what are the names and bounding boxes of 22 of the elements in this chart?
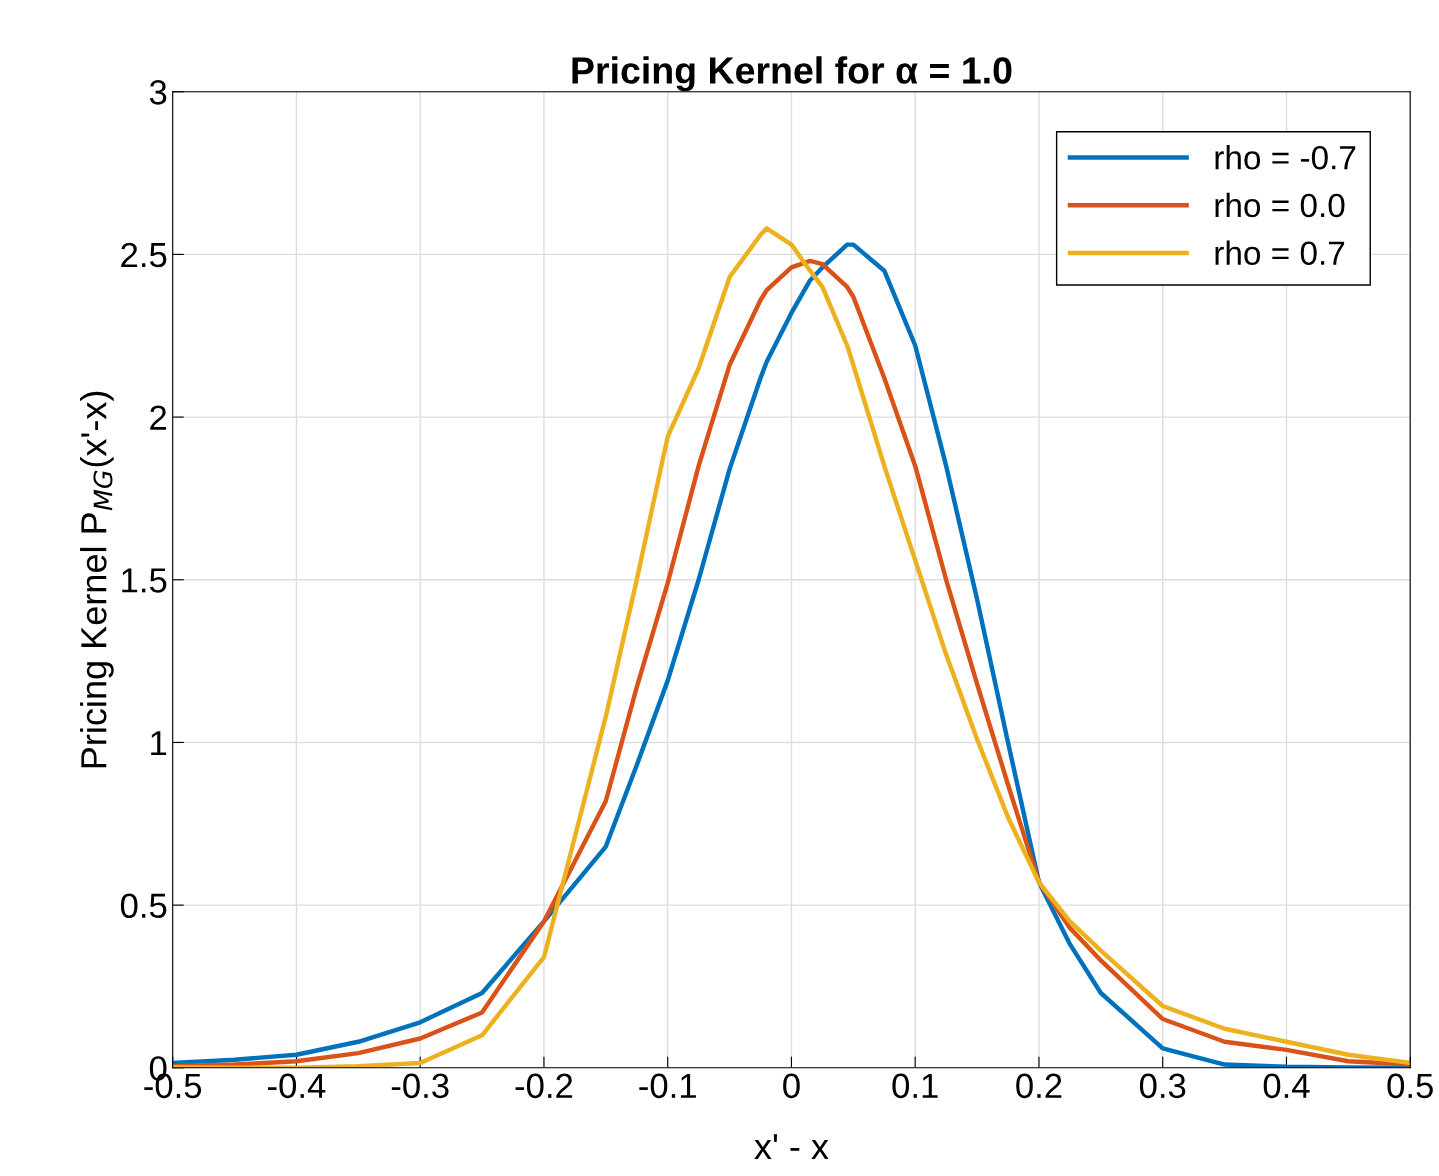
x-tick-label: -0.1 [639, 1073, 696, 1099]
y-tick-label: 1.5 [122, 568, 167, 593]
legend-label: rho = -0.7 [1215, 145, 1356, 170]
x-tick-label: 0.3 [1139, 1073, 1186, 1099]
legend-label: rho = 0.0 [1215, 192, 1345, 218]
y-tick-label: 2 [150, 405, 167, 430]
x-tick-label: -0.4 [268, 1073, 326, 1099]
x-tick-label: 0.1 [892, 1073, 938, 1099]
x-tick-label: -0.2 [515, 1073, 573, 1099]
y-axis-title: Pricing Kernel P$_{MG}$(x'-x) [80, 391, 114, 768]
y-tick-label: 0.5 [120, 893, 167, 919]
legend-label: rho = 0.7 [1215, 240, 1345, 266]
chart-title: Pricing Kernel for α = 1.0 [572, 56, 1012, 92]
y-tick-label: 2.5 [121, 242, 167, 268]
x-tick-label: 0.5 [1387, 1073, 1433, 1099]
x-axis-title: x' - x [754, 1134, 829, 1159]
x-tick-label: 0.4 [1263, 1073, 1310, 1099]
x-tick-label: 0.2 [1016, 1073, 1062, 1099]
y-tick-label: 3 [149, 80, 167, 105]
x-tick-label: -0.3 [391, 1073, 449, 1099]
y-tick-label: 1 [151, 731, 167, 756]
x-tick-label: 0 [783, 1073, 800, 1099]
